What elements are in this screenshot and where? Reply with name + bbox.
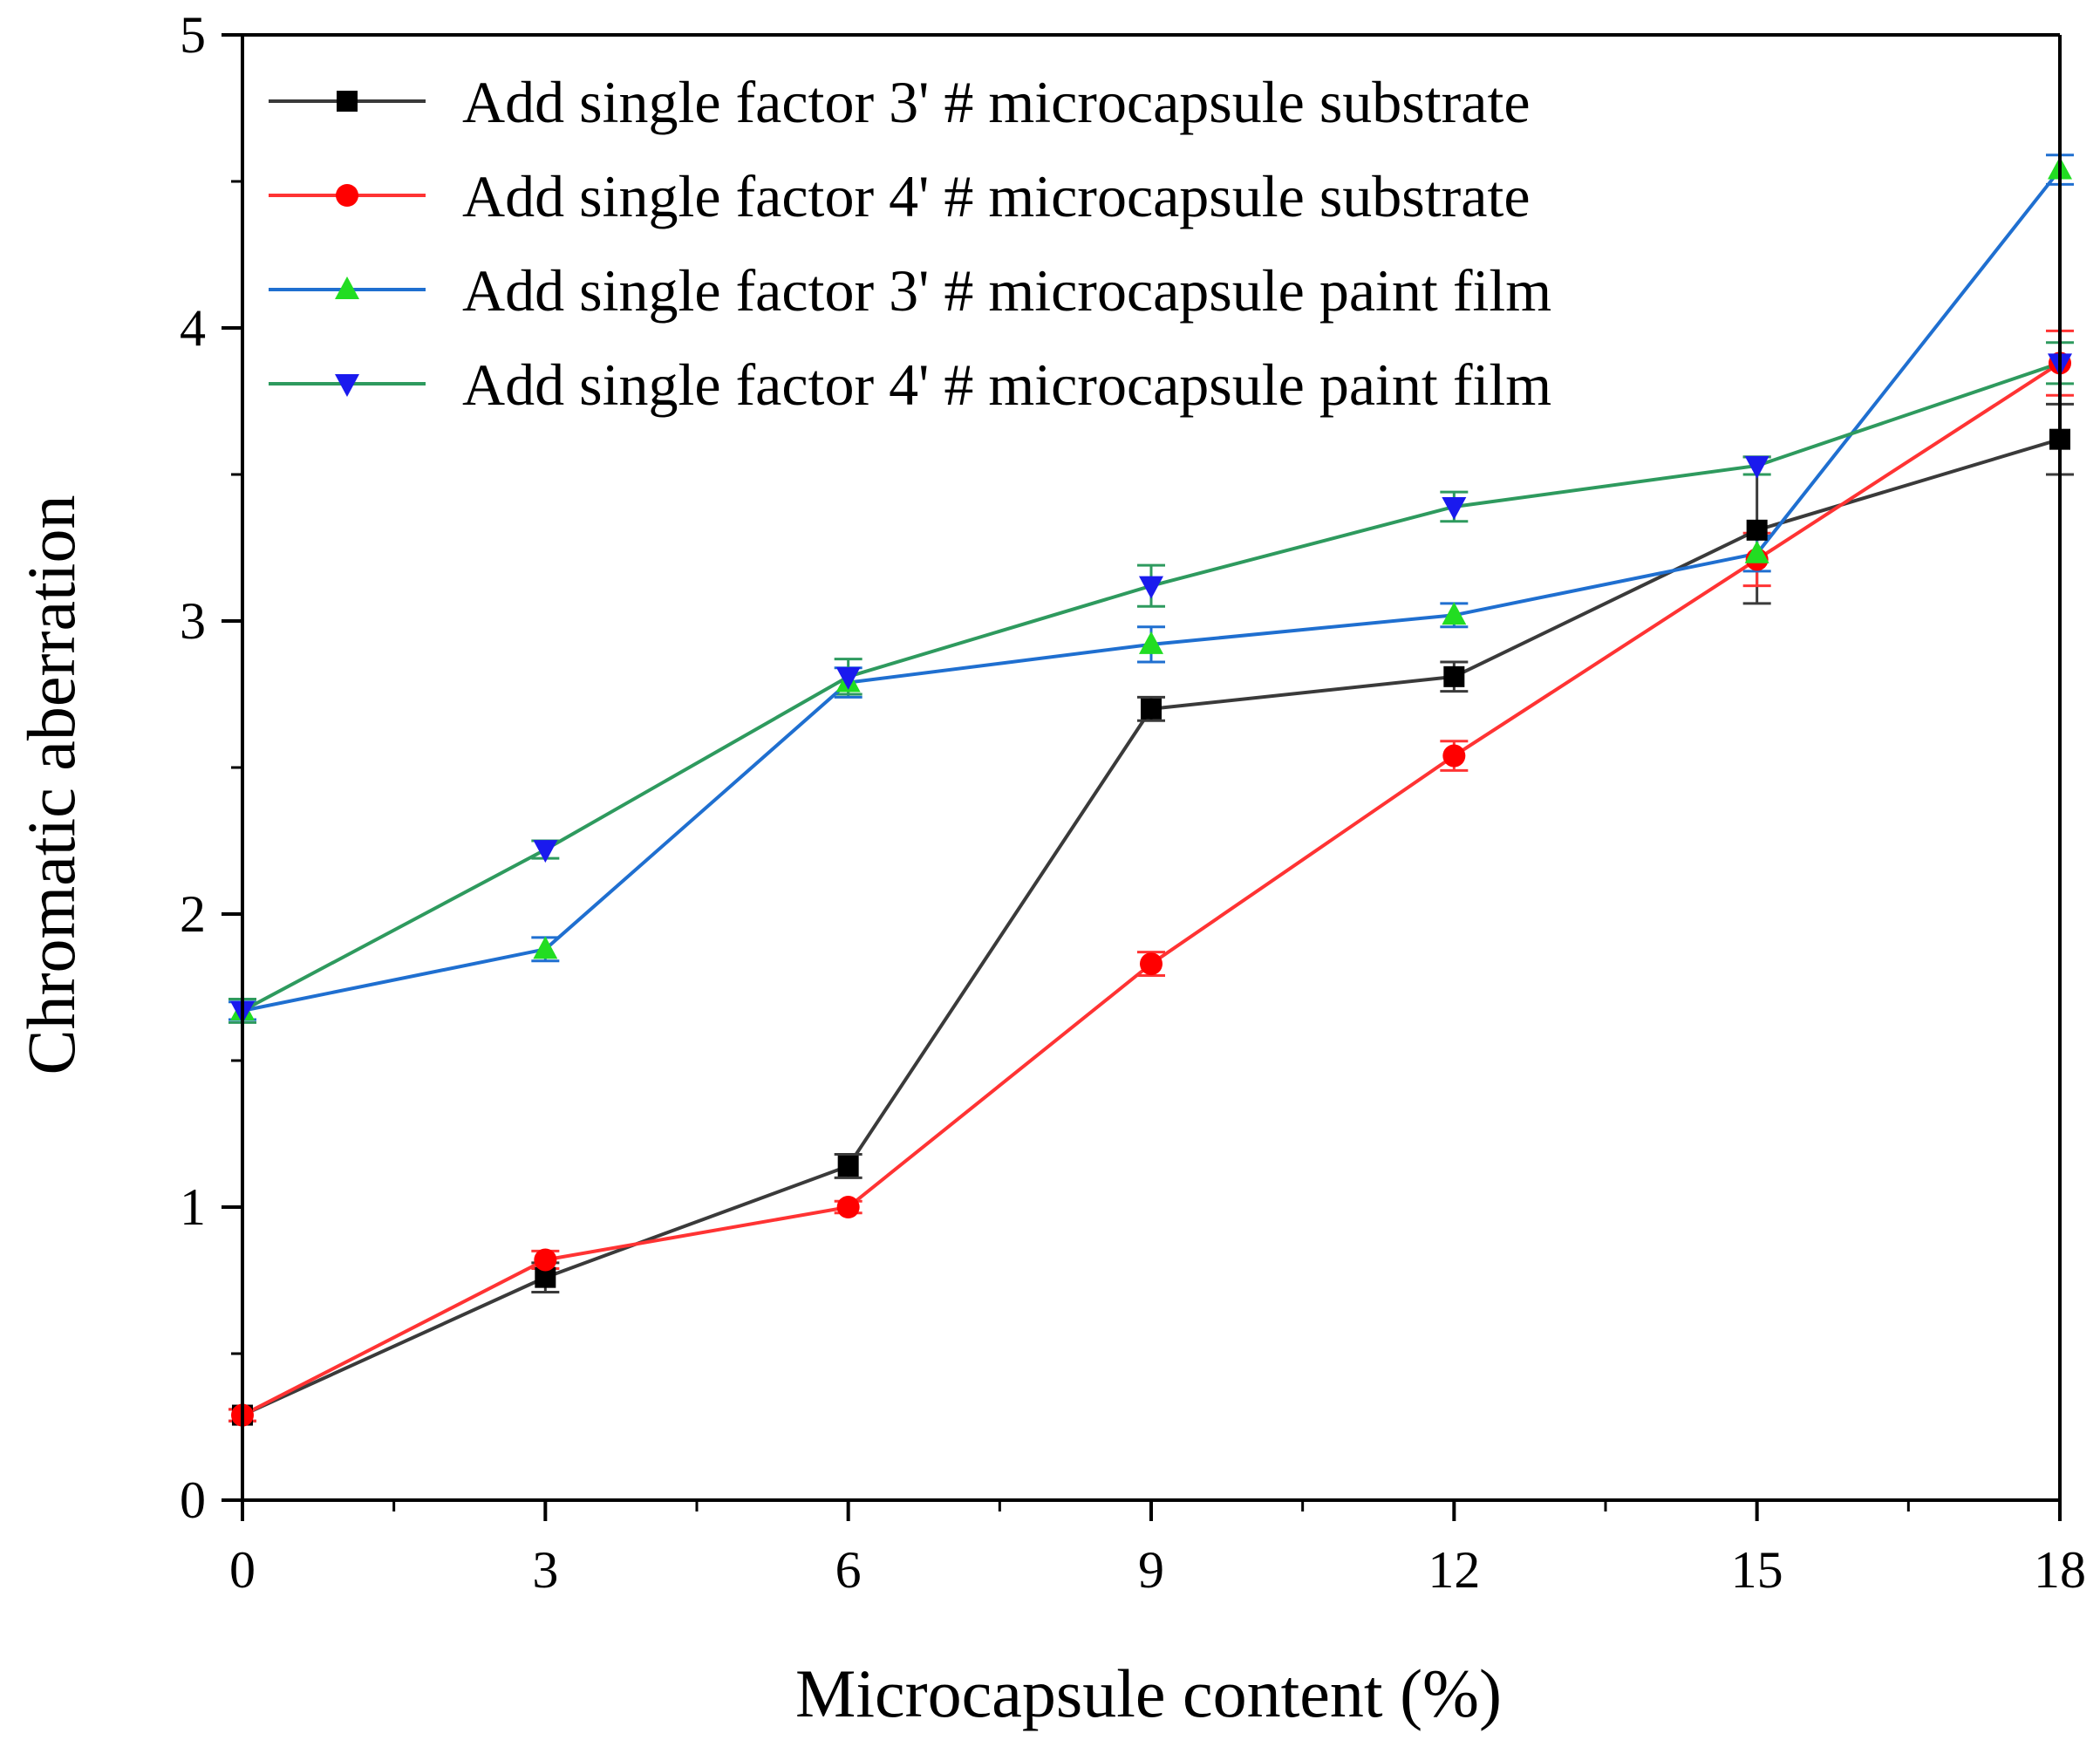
data-point-series-4 [1442, 496, 1467, 520]
data-point-series-1 [1141, 698, 1162, 720]
data-point-series-3 [533, 936, 558, 959]
x-tick-label: 12 [1428, 1541, 1480, 1599]
legend-marker-2 [336, 184, 358, 207]
data-point-series-2 [1140, 952, 1162, 976]
y-tick-label: 0 [180, 1471, 206, 1529]
x-axis-label: Microcapsule content (%) [795, 1655, 1502, 1731]
x-tick-label: 18 [2034, 1541, 2086, 1599]
y-tick-label: 1 [180, 1178, 206, 1236]
data-point-series-3 [1442, 602, 1467, 625]
legend-label-4: Add single factor 4' # microcapsule pain… [462, 351, 1551, 418]
y-tick-label: 4 [180, 299, 206, 357]
legend-marker-1 [337, 91, 358, 112]
series-line-4 [242, 361, 2061, 1013]
x-tick-label: 3 [532, 1541, 558, 1599]
data-point-series-4 [533, 840, 558, 863]
legend-label-3: Add single factor 3' # microcapsule pain… [462, 257, 1551, 324]
legend-label-2: Add single factor 4' # microcapsule subs… [462, 163, 1531, 229]
data-point-series-2 [534, 1248, 557, 1272]
y-tick-label: 3 [180, 592, 206, 650]
legend-label-1: Add single factor 3' # microcapsule subs… [462, 69, 1531, 135]
legend-marker-3 [335, 276, 359, 299]
data-point-series-1 [837, 1155, 859, 1177]
x-tick-label: 15 [1731, 1541, 1783, 1599]
legend-marker-4 [335, 374, 359, 397]
data-point-series-4 [1139, 576, 1163, 599]
data-point-series-4 [835, 666, 861, 690]
x-tick-label: 0 [229, 1541, 256, 1599]
x-tick-label: 6 [835, 1541, 862, 1599]
data-point-series-1 [1746, 519, 1768, 541]
data-point-series-2 [836, 1196, 860, 1218]
data-point-series-1 [1443, 665, 1465, 687]
data-point-series-2 [1442, 744, 1466, 768]
y-tick-label: 2 [180, 885, 206, 943]
y-tick-label: 5 [180, 6, 206, 64]
x-tick-label: 9 [1138, 1541, 1164, 1599]
data-point-series-4 [1744, 455, 1769, 479]
y-axis-label: Chromatic aberration [13, 495, 89, 1075]
data-point-series-3 [1744, 540, 1769, 563]
data-point-series-3 [1139, 631, 1163, 654]
